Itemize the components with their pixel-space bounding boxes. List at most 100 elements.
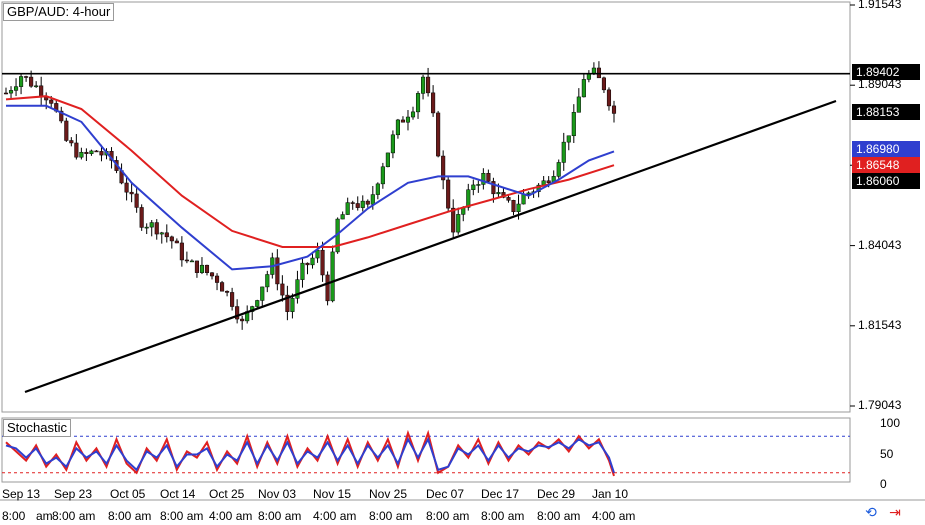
candle-body: [591, 67, 596, 74]
x-date-label: Oct 25: [209, 487, 245, 501]
candle-body: [345, 202, 350, 215]
candle-body: [380, 166, 385, 185]
candle-body: [611, 105, 617, 114]
candle-body: [184, 259, 189, 262]
price-label: 1.88153: [852, 104, 920, 120]
price-label: 1.86060: [852, 173, 920, 189]
candle-body: [139, 207, 144, 228]
candle-body: [300, 262, 305, 280]
candle-body: [59, 110, 64, 122]
candle-body: [436, 112, 441, 157]
candle-body: [385, 152, 390, 168]
candle-body: [586, 73, 591, 80]
candle-body: [496, 192, 501, 195]
candle-body: [546, 180, 551, 184]
candle-body: [451, 207, 456, 233]
x-time-label: 8:00 am: [258, 509, 302, 523]
candle-body: [576, 96, 581, 113]
candle-body: [285, 294, 290, 312]
candle-body: [164, 232, 169, 238]
candle-body: [235, 306, 240, 320]
candle-body: [601, 77, 607, 91]
candle-body: [280, 283, 285, 296]
candle-body: [204, 264, 210, 273]
candle-body: [375, 183, 380, 195]
moving-average-fast: [6, 104, 615, 271]
x-date-label: Dec 07: [426, 487, 465, 501]
candle-body: [179, 242, 184, 261]
y-tick-label: 1.81543: [858, 317, 902, 332]
stoch-plot-frame: [1, 417, 851, 483]
candle-body: [13, 86, 19, 91]
x-time-label: 8:00 am: [426, 509, 470, 523]
candle-body: [355, 203, 360, 208]
candle-body: [330, 251, 335, 302]
stoch-line: [5, 429, 615, 477]
x-date-label: Sep 13: [2, 487, 41, 501]
x-time-label: 8:00 am: [52, 509, 96, 523]
x-time-label: 4:00 am: [592, 509, 636, 523]
candle-body: [340, 214, 345, 220]
candle-body: [566, 135, 571, 143]
x-time-label: 8:00 am: [481, 509, 525, 523]
candle-body: [471, 184, 476, 190]
candle-body: [305, 262, 310, 266]
candle-body: [320, 249, 325, 276]
x-time-label: 4:00 am: [209, 509, 253, 523]
candle-body: [395, 119, 400, 136]
candle-body: [265, 274, 270, 288]
y-tick-label: 1.91543: [858, 0, 902, 11]
candle-body: [169, 236, 174, 242]
candle-body: [446, 179, 451, 209]
candle-body: [174, 240, 179, 244]
stoch-line: [5, 436, 615, 474]
x-date-label: Nov 15: [313, 487, 352, 501]
candles: [3, 61, 617, 330]
candle-body: [370, 194, 375, 205]
candle-body: [79, 151, 84, 158]
candle-body: [34, 85, 39, 88]
x-date-label: Nov 25: [369, 487, 408, 501]
candle-body: [431, 92, 436, 114]
candle-body: [275, 257, 280, 285]
candle-body: [29, 76, 34, 87]
candle-body: [456, 214, 461, 233]
candle-body: [350, 202, 355, 204]
x-time-label: 8:00 am: [369, 509, 413, 523]
candle-body: [421, 76, 426, 94]
candle-body: [189, 260, 194, 263]
candle-body: [89, 150, 94, 154]
candle-body: [315, 249, 320, 259]
candle-body: [360, 200, 365, 208]
candle-body: [129, 191, 134, 195]
chart-title: GBP/AUD: 4-hour: [3, 3, 115, 21]
stochastic-plot: [1, 417, 851, 483]
candle-body: [486, 173, 491, 182]
candle-body: [521, 193, 526, 205]
candle-body: [390, 134, 395, 154]
candle-body: [8, 90, 14, 94]
candle-body: [49, 99, 54, 104]
candle-body: [466, 189, 471, 208]
moving-average-slow: [5, 95, 615, 248]
candle-body: [561, 141, 566, 163]
link-icon[interactable]: ⟲: [865, 504, 877, 520]
y-tick-label: 1.89043: [858, 77, 902, 92]
x-time-label: 8:00 am: [108, 509, 152, 523]
candle-body: [365, 200, 370, 205]
x-time-label: 8:00 am: [537, 509, 581, 523]
x-date-label: Sep 23: [54, 487, 93, 501]
candle-body: [3, 92, 9, 95]
candle-body: [441, 155, 446, 181]
candle-body: [290, 298, 295, 312]
stoch-tick-label: 100: [880, 416, 901, 430]
candle-body: [511, 200, 516, 213]
candle-body: [99, 151, 104, 156]
price-label: 1.86980: [852, 141, 920, 157]
candle-body: [194, 260, 199, 273]
x-date-label: Dec 29: [537, 487, 576, 501]
candle-body: [506, 197, 511, 201]
scroll-end-icon[interactable]: ⇥: [889, 504, 901, 520]
candle-body: [325, 274, 330, 302]
candle-body: [556, 162, 561, 177]
